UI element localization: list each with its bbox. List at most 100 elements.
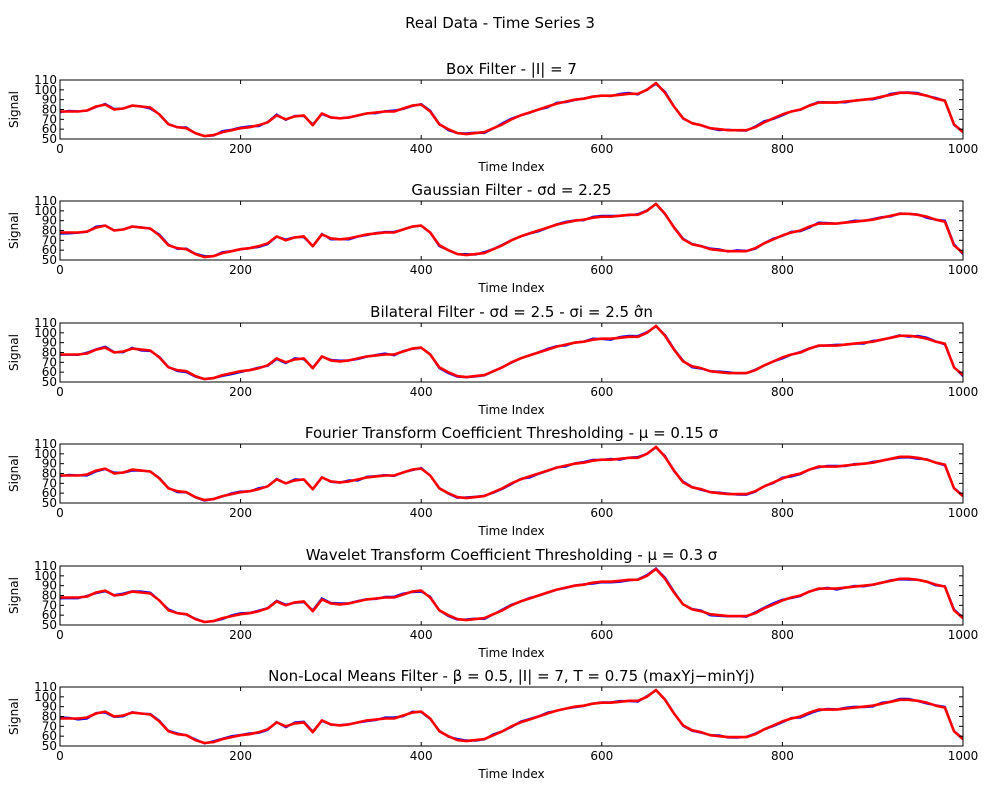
x-tick-label: 0 [56,142,64,156]
x-tick-label: 1000 [948,385,979,399]
y-axis-label: Signal [7,455,21,492]
x-tick-label: 800 [771,263,794,277]
series-filtered-line [60,567,963,624]
series-noisy-line [60,324,963,381]
y-tick-label: 50 [42,375,57,389]
x-tick-label: 600 [590,385,613,399]
y-tick-label: 90 [42,93,57,107]
y-tick-label: 50 [42,253,57,267]
x-tick-label: 600 [590,506,613,520]
x-tick-label: 1000 [948,142,979,156]
y-tick-label: 70 [42,476,57,490]
y-tick-label: 110 [34,316,57,330]
series-filtered-line [60,324,963,381]
y-tick-label: 100 [34,690,57,704]
y-tick-label: 80 [42,103,57,117]
x-axis-label: Time Index [477,767,544,781]
y-tick-label: 110 [34,559,57,573]
y-tick-label: 110 [34,437,57,451]
y-tick-label: 100 [34,83,57,97]
y-tick-label: 60 [42,608,57,622]
series-filtered-line [60,688,963,745]
x-tick-label: 200 [229,142,252,156]
x-tick-label: 800 [771,385,794,399]
y-tick-label: 50 [42,618,57,632]
x-tick-label: 0 [56,263,64,277]
series-noisy-line [60,446,963,502]
y-tick-label: 80 [42,589,57,603]
series-noisy-line [60,202,963,258]
x-tick-label: 200 [229,263,252,277]
y-axis-label: Signal [7,577,21,614]
panel-title: Fourier Transform Coefficient Thresholdi… [305,424,719,442]
x-tick-label: 0 [56,385,64,399]
panel-title: Non-Local Means Filter - β = 0.5, |I| = … [268,667,755,685]
y-tick-label: 70 [42,233,57,247]
x-axis-label: Time Index [477,403,544,417]
axes-frame [59,322,964,383]
x-tick-label: 0 [56,506,64,520]
panel-4: Fourier Transform Coefficient Thresholdi… [7,424,978,538]
x-axis-label: Time Index [477,524,544,538]
y-tick-label: 100 [34,569,57,583]
x-tick-label: 1000 [948,628,979,642]
y-tick-label: 70 [42,112,57,126]
y-tick-label: 100 [34,204,57,218]
x-tick-label: 800 [771,142,794,156]
series-noisy-line [60,688,963,745]
x-tick-label: 400 [410,263,433,277]
x-tick-label: 1000 [948,506,979,520]
panel-5: Wavelet Transform Coefficient Thresholdi… [7,546,978,660]
y-tick-label: 60 [42,486,57,500]
x-tick-label: 800 [771,628,794,642]
y-tick-label: 100 [34,326,57,340]
y-tick-label: 90 [42,457,57,471]
y-tick-label: 90 [42,579,57,593]
panel-3: Bilateral Filter - σd = 2.5 - σi = 2.5 σ… [7,303,978,417]
series-filtered-line [60,202,963,259]
panel-title: Gaussian Filter - σd = 2.25 [411,181,611,199]
y-axis-label: Signal [7,212,21,249]
x-tick-label: 200 [229,628,252,642]
x-tick-label: 200 [229,506,252,520]
x-tick-label: 600 [590,628,613,642]
y-axis-label: Signal [7,91,21,128]
y-tick-label: 90 [42,336,57,350]
y-tick-label: 80 [42,710,57,724]
axes-frame [59,79,964,140]
y-tick-label: 60 [42,243,57,257]
y-tick-label: 90 [42,214,57,228]
panel-title: Bilateral Filter - σd = 2.5 - σi = 2.5 σ… [370,303,653,321]
y-tick-label: 70 [42,355,57,369]
y-tick-label: 80 [42,346,57,360]
y-tick-label: 50 [42,132,57,146]
panel-6: Non-Local Means Filter - β = 0.5, |I| = … [7,667,978,781]
panel-title: Box Filter - |I| = 7 [446,60,577,78]
series-filtered-line [60,81,963,138]
y-tick-label: 60 [42,122,57,136]
y-tick-label: 100 [34,447,57,461]
panel-2: Gaussian Filter - σd = 2.25 0 200 400 600 800… [7,181,978,295]
x-tick-label: 200 [229,749,252,763]
figure-title: Real Data - Time Series 3 [405,14,595,32]
x-tick-label: 600 [590,142,613,156]
axes-frame [59,200,964,261]
y-tick-label: 50 [42,496,57,510]
x-tick-label: 400 [410,385,433,399]
x-tick-label: 600 [590,263,613,277]
series-filtered-line [60,445,963,502]
axes-frame [59,565,964,626]
x-tick-label: 400 [410,628,433,642]
y-tick-label: 80 [42,467,57,481]
x-tick-label: 1000 [948,263,979,277]
series-noisy-line [60,567,963,624]
x-tick-label: 400 [410,142,433,156]
panel-title: Wavelet Transform Coefficient Thresholdi… [306,546,718,564]
x-tick-label: 800 [771,749,794,763]
series-noisy-line [60,82,963,138]
x-tick-label: 0 [56,749,64,763]
y-tick-label: 50 [42,739,57,753]
x-tick-label: 200 [229,385,252,399]
x-axis-label: Time Index [477,646,544,660]
y-tick-label: 70 [42,598,57,612]
